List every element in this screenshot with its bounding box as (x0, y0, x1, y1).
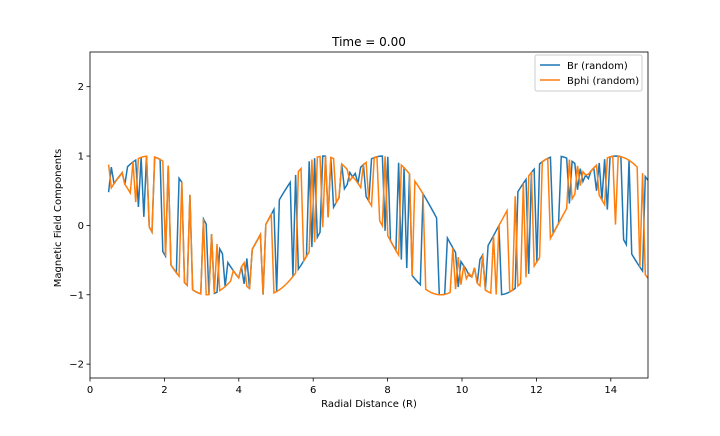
x-tick-label: 2 (161, 385, 167, 396)
x-tick-label: 6 (310, 385, 316, 396)
x-tick-label: 10 (456, 385, 469, 396)
legend-box (534, 54, 643, 92)
y-tick-label: 0 (78, 221, 84, 232)
legend-label-bphi: Bphi (random) (567, 76, 639, 87)
y-tick-label: −2 (69, 360, 84, 371)
chart-title: Time = 0.00 (331, 35, 406, 49)
x-tick-label: 8 (384, 385, 390, 396)
x-tick-label: 14 (604, 385, 617, 396)
x-tick-label: 0 (87, 385, 93, 396)
series-line-1 (107, 155, 648, 296)
x-tick-label: 12 (530, 385, 543, 396)
plot-area (107, 155, 648, 296)
y-tick-label: 1 (78, 152, 84, 163)
y-axis-label: Magnetic Field Components (53, 149, 64, 288)
legend-label-br: Br (random) (567, 61, 628, 72)
x-tick-label: 4 (236, 385, 242, 396)
y-tick-label: −1 (69, 290, 84, 301)
x-axis-label: Radial Distance (R) (321, 399, 417, 410)
legend: Br (random) Bphi (random) (534, 54, 643, 92)
axes-frame (89, 51, 649, 379)
y-tick-label: 2 (78, 82, 84, 93)
